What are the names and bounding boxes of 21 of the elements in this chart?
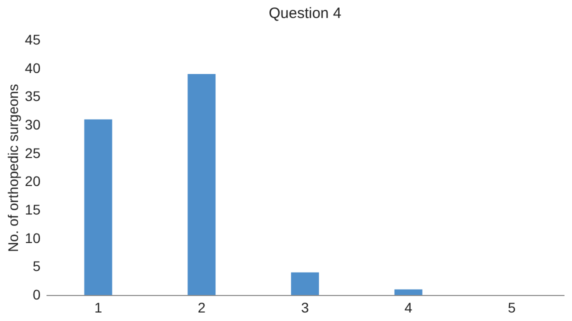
x-tick-label: 3 — [301, 300, 310, 316]
y-tick-label: 40 — [24, 60, 41, 76]
chart-title: Question 4 — [268, 5, 342, 22]
y-axis-title: No. of orthopedic surgeons — [4, 84, 21, 252]
bar — [291, 272, 319, 295]
y-tick-label: 35 — [24, 88, 41, 104]
bar — [84, 119, 112, 295]
x-tick-label: 4 — [404, 300, 412, 316]
y-tick-label: 20 — [24, 173, 41, 190]
x-tick-label: 1 — [94, 300, 102, 316]
y-tick-label: 30 — [24, 116, 41, 132]
y-tick-label: 15 — [24, 202, 41, 218]
x-tick-label: 2 — [198, 300, 206, 316]
y-tick-label: 10 — [24, 230, 41, 246]
bar — [188, 74, 216, 295]
y-tick-label: 0 — [32, 286, 41, 302]
y-tick-label: 45 — [24, 32, 41, 48]
x-tick-label: 5 — [508, 300, 516, 316]
y-tick-label: 25 — [24, 144, 41, 161]
y-tick-label: 5 — [32, 258, 41, 274]
bar — [394, 289, 422, 295]
